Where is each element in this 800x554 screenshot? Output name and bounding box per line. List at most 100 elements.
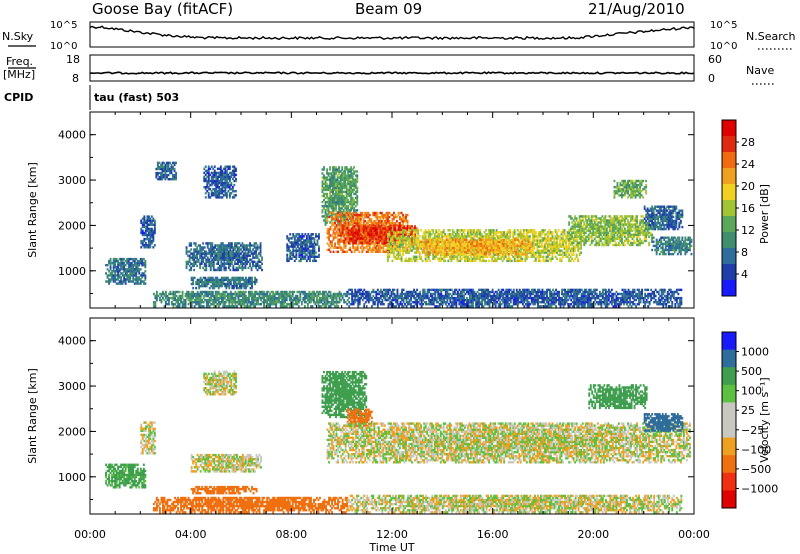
heatmap-cell [480,233,483,236]
heatmap-cell [174,298,176,302]
heatmap-cell [157,294,160,298]
heatmap-cell [306,303,309,306]
heatmap-cell [169,169,171,173]
heatmap-cell [279,303,282,306]
freq-tick-top: 18 [66,53,80,66]
heatmap-cell [273,298,276,302]
heatmap-cell [299,245,302,248]
heatmap-cell [299,235,302,238]
heatmap-cell [228,294,231,298]
heatmap-cell [297,298,300,302]
heatmap-cell [249,290,252,294]
heatmap-cell [152,233,155,237]
heatmap-cell [326,178,328,181]
heatmap-cell [333,194,336,198]
heatmap-cell [200,248,203,251]
heatmap-cell [286,245,289,248]
heatmap-cell [329,200,331,204]
heatmap-cell [328,305,330,308]
heatmap-cell [356,244,359,247]
heatmap-cell [190,305,193,308]
heatmap-cell [317,305,320,308]
heatmap-cell [338,211,340,214]
heatmap-cell [153,221,156,224]
heatmap-cell [207,305,210,308]
heatmap-cell [266,301,269,304]
heatmap-cell [330,190,333,194]
heatmap-cell [243,294,246,298]
heatmap-cell [156,167,159,171]
heatmap-cell [320,296,323,300]
heatmap-cell [229,254,232,257]
heatmap-cell [237,292,240,296]
heatmap-cell [244,250,247,253]
heatmap-cell [140,229,143,233]
heatmap-cell [284,290,287,294]
heatmap-cell [166,294,169,298]
heatmap-cell [117,276,120,279]
heatmap-cell [248,296,250,300]
heatmap-cell [279,294,282,298]
heatmap-cell [272,301,275,304]
heatmap-cell [214,290,217,294]
heatmap-cell [228,278,231,282]
heatmap-cell [335,200,337,204]
heatmap-cell [258,264,260,268]
heatmap-cell [223,264,226,268]
heatmap-cell [345,192,348,196]
heatmap-cell [214,298,217,302]
heatmap-cell [306,298,309,302]
heatmap-cell [215,258,218,261]
heatmap-cell [216,294,219,298]
heatmap-cell [242,276,244,280]
heatmap-cell [286,247,289,250]
heatmap-cell [313,259,316,263]
heatmap-cell [287,294,290,298]
heatmap-cell [225,278,228,282]
heatmap-cell [260,292,262,296]
heatmap-cell [336,196,339,200]
heatmap-cell [333,166,336,169]
heatmap-cell [339,182,342,185]
heatmap-cell [221,190,224,193]
heatmap-cell [255,301,258,304]
heatmap-cell [276,301,279,304]
heatmap-cell [225,196,228,199]
heatmap-cell [291,292,294,296]
heatmap-cell [138,259,141,263]
heatmap-cell [229,282,232,286]
nsearch-tick-top: 10^5 [710,20,737,31]
heatmap-cell [241,264,244,268]
heatmap-cell [149,239,152,243]
heatmap-cell [127,264,130,267]
heatmap-cell [173,176,176,179]
heatmap-cell [180,294,182,298]
heatmap-cell [231,169,234,172]
heatmap-cell [344,182,347,185]
heatmap-cell [249,258,251,261]
heatmap-cell [203,175,206,179]
heatmap-cell [223,266,226,270]
heatmap-cell [284,305,287,308]
heatmap-cell [206,244,209,247]
heatmap-cell [170,178,173,181]
heatmap-cell [210,192,213,195]
heatmap-cell [310,233,313,236]
heatmap-cell [251,290,253,294]
heatmap-cell [211,252,214,255]
heatmap-cell [240,303,243,306]
heatmap-cell [173,161,176,165]
heatmap-cell [199,305,202,308]
heatmap-cell [207,167,210,170]
heatmap-cell [287,259,290,263]
heatmap-cell [211,260,214,263]
heatmap-cell [196,298,199,302]
heatmap-cell [195,298,198,302]
heatmap-cell [234,294,237,298]
heatmap-cell [186,296,188,300]
heatmap-cell [321,182,324,185]
heatmap-cell [332,200,334,204]
heatmap-cell [266,298,269,302]
nsky-tick-bottom: 10^0 [50,41,77,52]
heatmap-cell [278,301,281,304]
